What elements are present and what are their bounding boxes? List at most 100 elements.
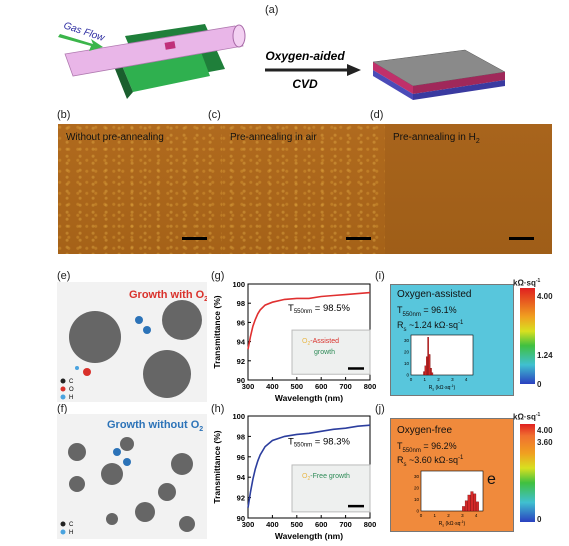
hist-x-tick: 2	[437, 377, 440, 382]
inset-text: O2-Assisted	[302, 338, 339, 347]
colorbar-tick: 0	[537, 515, 542, 524]
x-tick-label: 400	[266, 520, 279, 529]
hist-x-tick: 4	[475, 513, 478, 518]
panel-label-c: (c)	[208, 109, 221, 121]
transmittance-line	[247, 291, 371, 350]
y-axis-label: Transmittance (%)	[212, 430, 222, 503]
x-tick-label: 300	[242, 520, 255, 529]
quartz-tube	[64, 24, 246, 77]
hist-x-tick: 1	[424, 377, 427, 382]
histogram-bar	[464, 500, 468, 512]
transmittance-annotation: T550nm = 98.5%	[288, 303, 350, 315]
x-tick-label: 800	[364, 520, 377, 529]
map-transmittance-j: T550nm = 96.2%	[397, 441, 457, 454]
y-tick-label: 90	[237, 514, 245, 523]
svg-text:C: C	[69, 522, 74, 528]
histogram-bar	[470, 491, 474, 512]
colorbar-unit-j: kΩ·sq-1	[513, 412, 541, 422]
x-tick-label: 600	[315, 520, 328, 529]
inset-scale-bar	[348, 504, 364, 508]
x-axis-label: Wavelength (nm)	[275, 393, 343, 403]
x-tick-label: 700	[339, 520, 352, 529]
inset-photo	[291, 464, 371, 513]
growth-without-o2-title: Growth without O2	[107, 419, 203, 433]
map-resistance-i: Rs ~1.24 kΩ·sq-1	[397, 320, 464, 333]
hist-x-tick: 0	[420, 513, 423, 518]
x-tick-label: 700	[339, 382, 352, 391]
histogram-bar	[467, 494, 471, 512]
x-tick-label: 600	[315, 382, 328, 391]
colorbar-i	[520, 288, 535, 384]
hist-y-tick: 0	[406, 373, 409, 378]
map-resistance-j: Rs ~3.60 kΩ·sq-1	[397, 455, 464, 468]
histogram-bar	[473, 493, 477, 512]
afm-label-c: Pre-annealing in air	[230, 132, 317, 143]
y-tick-label: 96	[237, 453, 245, 462]
colorbar-tick: 4.00	[537, 292, 553, 301]
colorbar-tick: 0	[537, 380, 542, 389]
map-title-j: Oxygen-free	[397, 425, 453, 436]
cvd-schematic: Gas Flow Oxygen-aided CVD	[58, 20, 506, 100]
histogram-bar	[423, 371, 425, 376]
histogram-bar	[428, 354, 431, 376]
scale-bar	[509, 237, 534, 240]
y-tick-label: 100	[232, 412, 245, 421]
y-tick-label: 90	[237, 376, 245, 385]
colorbar-unit-i: kΩ·sq-1	[513, 278, 541, 288]
transmittance-annotation: T550nm = 98.3%	[288, 437, 350, 449]
resistance-histogram-i: 0 1 2 3 4 0 10 20 30 Rs (kΩ·sq-1)	[404, 334, 474, 392]
colorbar-j	[520, 424, 535, 522]
growth-without-o2-schematic: Growth without O2 C H	[57, 414, 207, 539]
resistance-histogram-j: 0 1 2 3 4 0 10 20 30 Rs (kΩ·sq-1)	[414, 470, 484, 528]
x-tick-label: 500	[291, 520, 304, 529]
hist-y-tick: 0	[416, 509, 419, 514]
map-letter-j: e	[487, 471, 496, 488]
growth-with-o2-schematic: Growth with O2 C O H	[57, 282, 207, 402]
sheet-resistance-map-i: Oxygen-assisted T550nm = 96.1% Rs ~1.24 …	[390, 284, 514, 396]
gas-flow-arrow	[58, 34, 103, 51]
y-tick-label: 92	[237, 494, 245, 503]
hist-y-tick: 10	[414, 497, 420, 502]
graphene-island	[69, 311, 121, 363]
legend-f: C H	[60, 521, 74, 536]
histogram-frame	[410, 334, 474, 376]
x-axis-label: Wavelength (nm)	[275, 531, 343, 541]
x-tick-label: 400	[266, 382, 279, 391]
growth-with-o2-title: Growth with O2	[129, 289, 207, 303]
graphene-substrate	[372, 49, 506, 100]
histogram-bar	[427, 337, 429, 376]
process-label-bottom: CVD	[292, 77, 318, 91]
process-label-top: Oxygen-aided	[265, 49, 345, 63]
hist-x-label: Rs (kΩ·sq-1)	[429, 384, 456, 392]
y-tick-label: 94	[237, 338, 246, 347]
hist-y-tick: 30	[404, 338, 410, 343]
map-title-i: Oxygen-assisted	[397, 289, 472, 300]
hist-x-tick: 1	[434, 513, 437, 518]
afm-image-b: Without pre-annealing	[58, 124, 225, 254]
hist-x-tick: 2	[447, 513, 450, 518]
x-tick-label: 800	[364, 382, 377, 391]
y-tick-label: 96	[237, 318, 245, 327]
hist-x-label: Rs (kΩ·sq-1)	[439, 520, 466, 528]
scale-bar	[182, 237, 207, 240]
gas-flow-label: Gas Flow	[62, 20, 106, 44]
hist-x-tick: 3	[461, 513, 464, 518]
graphene-island	[143, 350, 191, 398]
colorbar-tick: 1.24	[537, 351, 553, 360]
panel-label-e: (e)	[57, 270, 71, 282]
hist-y-tick: 20	[404, 350, 410, 355]
y-tick-label: 92	[237, 357, 245, 366]
panel-label-i: (i)	[375, 270, 385, 282]
histogram-bar	[475, 501, 479, 512]
panel-label-h: (h)	[211, 403, 225, 415]
histogram-bar	[431, 372, 434, 376]
svg-text:H: H	[69, 530, 73, 536]
hist-x-tick: 0	[410, 377, 413, 382]
histogram-bar	[426, 356, 428, 376]
map-transmittance-i: T550nm = 96.1%	[397, 305, 457, 318]
panel-label-d: (d)	[370, 109, 384, 121]
legend-e: C O H	[60, 378, 74, 401]
inset-photo	[291, 329, 371, 375]
histogram-bar	[462, 506, 466, 512]
y-axis-label: Transmittance (%)	[212, 295, 222, 368]
